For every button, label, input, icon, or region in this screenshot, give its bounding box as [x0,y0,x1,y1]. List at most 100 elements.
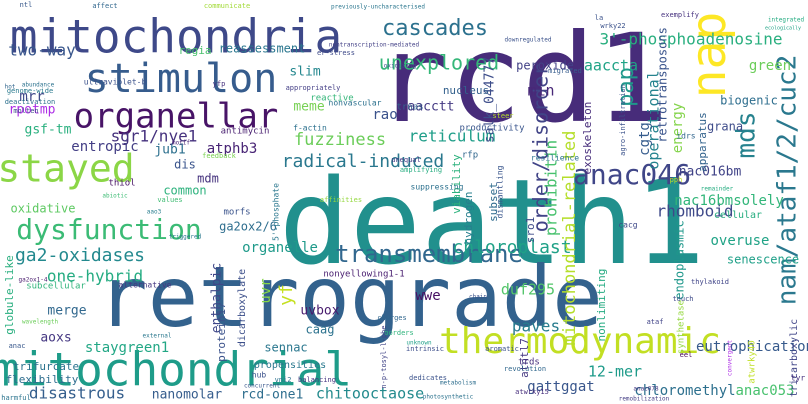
word-ataf: ataf [647,318,664,326]
word-dis: dis [174,158,196,172]
word-wwe: wwe [415,288,440,304]
word-nanomolar: nanomolar [152,388,223,403]
word-synthetase: synthetase [677,300,687,354]
word-overuse: overuse [710,233,769,249]
word-reticulum: reticulum [409,127,496,146]
word-enthalpic: enthalpic [210,263,225,333]
word-unexplored: unexplored [379,51,499,75]
word-unknown: unknown [406,340,432,347]
word-reassessment: reassessment [219,42,306,56]
word-uvbox: uvbox [300,304,339,319]
word-protein17: protein17 [215,302,228,362]
word-nonyellowing1-1: nonyellowing1-1 [323,270,404,280]
word-hydrogen: hydrogen [462,192,475,245]
word-chain: chain [469,294,487,301]
word-12-mer: 12-mer [588,363,642,381]
word-yfp: yfp [213,80,226,88]
word-radical-induced: radical-induced [282,151,445,172]
word-mitochondria: mitochondria [10,10,342,64]
word-subcellular: subcellular [26,282,86,292]
word-order-disorder: order/disorder [529,64,553,233]
word-anac: anac [9,342,26,350]
word-balancing: balancing [298,376,336,384]
word-globule-like: globule-like [3,255,16,334]
word-slim: slim [289,65,320,80]
word-deactivation: deactivation [5,98,56,106]
word-cgtg: cgtg [637,122,653,156]
word-steer: steer [492,112,513,120]
word-fuzziness: fuzziness [294,130,386,150]
word-merge: merge [47,304,86,319]
word-concurrent: concurrent [244,383,281,390]
word-trds: trds [518,358,540,368]
word-cellular: cellular [714,210,762,221]
word-sro1: sro1 [524,217,537,244]
word-vni2: vni2 [275,376,292,384]
word-regia: regia [178,44,211,57]
word-appropriately: appropriately [286,84,341,92]
word-aacctt: aacctt [408,100,455,115]
word-duf295: duf295 [501,281,555,299]
word-senescence: senescence [727,253,799,267]
word-transmembrane: transmembrane [335,240,523,268]
word-nonvascular: nonvascular [329,99,382,108]
word-common: common [163,184,206,198]
word-chloromethyl: chloromethyl [634,383,735,399]
word-endoplasmic: endoplasmic [673,220,687,299]
word-idrs: idrs [676,132,695,141]
word-salk-044777: salk_044777 [483,57,498,143]
word-previously-uncharacterised: previously-uncharacterised [331,4,425,11]
word-aromatic: aromatic [485,345,519,353]
word-rcd1: rcd1 [375,8,669,150]
word-organellar: organellar [74,97,279,137]
word-communicate: communicate [204,2,250,10]
word-integrated: integrated [768,17,805,24]
word-grana: grana [707,120,743,134]
word-intrinsic: intrinsic [406,345,444,353]
word-green: green [749,58,791,74]
word-ga2ox2-6: ga2ox2/6 [219,220,277,234]
word-uvr: uvr [258,278,274,303]
word-nap: nap [681,12,737,99]
word-dismantling: dismantling [496,165,505,218]
word-exoskeleton: exoskeleton [581,102,594,175]
word-cascades: cascades [382,16,488,41]
word-agro-infiltration: agro-infiltration [619,84,627,156]
word-rpotmp: rpotmp [9,103,56,118]
word-entropic: entropic [71,139,138,155]
word-one-hybrid: one-hybrid [47,267,143,286]
word-ntl: ntl [20,1,33,9]
word-charges: charges [377,314,407,322]
word-feedback: feedback [202,152,237,160]
word-migrated: migrated [548,67,582,75]
word-sgr1-nye1: sgr1/nye1 [111,127,198,146]
word-propensities: propensities [254,360,326,371]
word-thermodynamic: thermodynamic [439,321,721,362]
word-5-phosphate: 5'-phosphate [272,183,281,241]
word-3-phosphoadenosine: 3'-phosphoadenosine [599,30,782,49]
word-pap: pap [614,67,639,107]
word-harmful: harmful [1,394,31,402]
word-chloroplast: chloroplast [452,237,571,258]
word-caag: caag [306,323,335,337]
word-nac16bmsolely: nac16bmsolely [674,193,784,209]
word-anac046: anac046 [573,158,691,191]
word-flexibility: flexibility [6,373,79,386]
word-aoxs: aoxs [40,331,71,346]
word-remainder: remainder [701,186,734,193]
word-la: la [595,14,603,22]
word-nontranscription-mediated: nontranscription-mediated [329,42,420,49]
word-ga2-oxidases: ga2-oxidases [15,245,145,266]
word-wavelength: wavelength [22,319,59,326]
word-staygreen1: staygreen1 [85,340,169,356]
word-unequal: unequal [391,156,421,164]
word-tricarboxylic: tricarboxylic [789,319,800,397]
word-mds: mds [732,112,762,159]
word-dedicates: dedicates [409,374,447,382]
word-genome-wide: genome-wide [7,87,53,95]
word-yf: yf [276,284,297,306]
word-gattggat: gattggat [527,379,594,395]
word-gsf-tm: gsf-tm [25,123,72,138]
word-prohibitin: prohibitin [542,140,561,236]
